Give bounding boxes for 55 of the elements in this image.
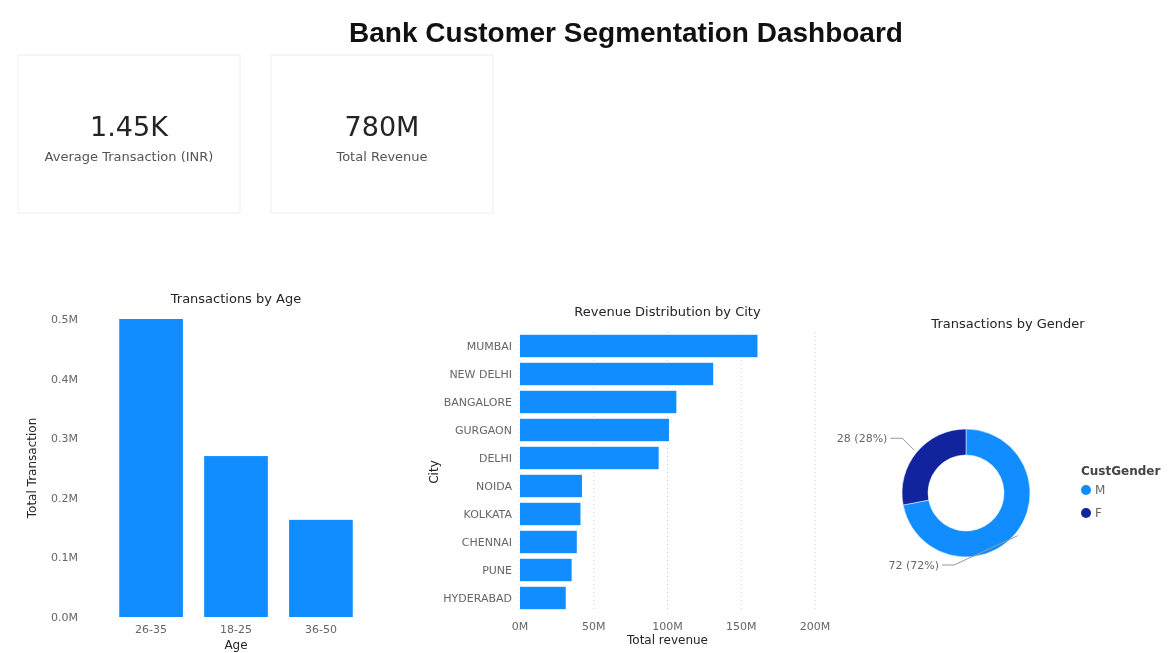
data-label: 28 (28%) bbox=[836, 432, 888, 446]
y-tick-label: 0.1M bbox=[51, 551, 78, 565]
bar bbox=[520, 502, 581, 526]
chart-title: Transactions by Gender bbox=[930, 316, 1086, 331]
text: 1.45K bbox=[90, 111, 170, 142]
y-tick-label: MUMBAI bbox=[466, 340, 512, 353]
text: Total Revenue bbox=[335, 149, 428, 164]
bar bbox=[204, 456, 268, 617]
y-tick-label: 0.4M bbox=[51, 372, 78, 386]
y-tick-label: GURGAON bbox=[455, 424, 512, 437]
x-tick-label: 36-50 bbox=[304, 623, 337, 636]
y-tick-label: CHENNAI bbox=[461, 536, 512, 549]
y-tick-label: 0.3M bbox=[51, 432, 78, 446]
y-tick-label: NOIDA bbox=[476, 480, 513, 493]
bar bbox=[520, 474, 582, 498]
y-tick-label: 0.2M bbox=[51, 491, 78, 505]
y-tick-label: 0.5M bbox=[51, 313, 78, 326]
x-tick-label: 100M bbox=[652, 620, 683, 633]
y-axis-title: Total Transaction bbox=[25, 417, 39, 520]
bar bbox=[119, 319, 183, 617]
x-tick-label: 150M bbox=[726, 620, 757, 633]
x-tick-label: 200M bbox=[799, 620, 831, 633]
data-label: 72 (72%) bbox=[888, 559, 939, 572]
legend-label: F bbox=[1095, 506, 1102, 520]
chart-title: Revenue Distribution by City bbox=[574, 304, 761, 319]
bar bbox=[520, 586, 566, 610]
text: Average Transaction (INR) bbox=[44, 149, 214, 164]
y-tick-label: HYDERABAD bbox=[443, 592, 512, 605]
y-tick-label: NEW DELHI bbox=[449, 368, 512, 381]
bar bbox=[520, 418, 669, 442]
text: 780M bbox=[344, 111, 420, 142]
y-axis-title: City bbox=[427, 460, 441, 484]
bar bbox=[520, 362, 714, 386]
x-tick-label: 18-25 bbox=[220, 623, 252, 636]
x-axis-title: Total revenue bbox=[626, 633, 708, 647]
bar bbox=[520, 558, 572, 582]
x-axis-title: Age bbox=[224, 638, 248, 652]
x-tick-label: 50M bbox=[582, 620, 606, 633]
bar bbox=[520, 530, 577, 554]
legend-title: CustGender bbox=[1081, 464, 1161, 478]
x-tick-label: 0M bbox=[511, 620, 529, 633]
bar bbox=[520, 334, 758, 358]
y-tick-label: KOLKATA bbox=[463, 508, 513, 521]
bar bbox=[289, 519, 353, 617]
y-tick-label: PUNE bbox=[482, 564, 513, 577]
y-tick-label: BANGALORE bbox=[443, 396, 513, 409]
text: Bank Customer Segmentation Dashboard bbox=[349, 17, 903, 48]
bar bbox=[520, 446, 659, 470]
y-tick-label: 0.0M bbox=[51, 611, 78, 624]
x-tick-label: 26-35 bbox=[135, 623, 168, 636]
chart-title: Transactions by Age bbox=[169, 291, 302, 306]
bar bbox=[520, 390, 677, 414]
legend-label: M bbox=[1095, 483, 1106, 497]
donut-slice bbox=[902, 428, 1031, 558]
y-tick-label: DELHI bbox=[478, 452, 512, 465]
